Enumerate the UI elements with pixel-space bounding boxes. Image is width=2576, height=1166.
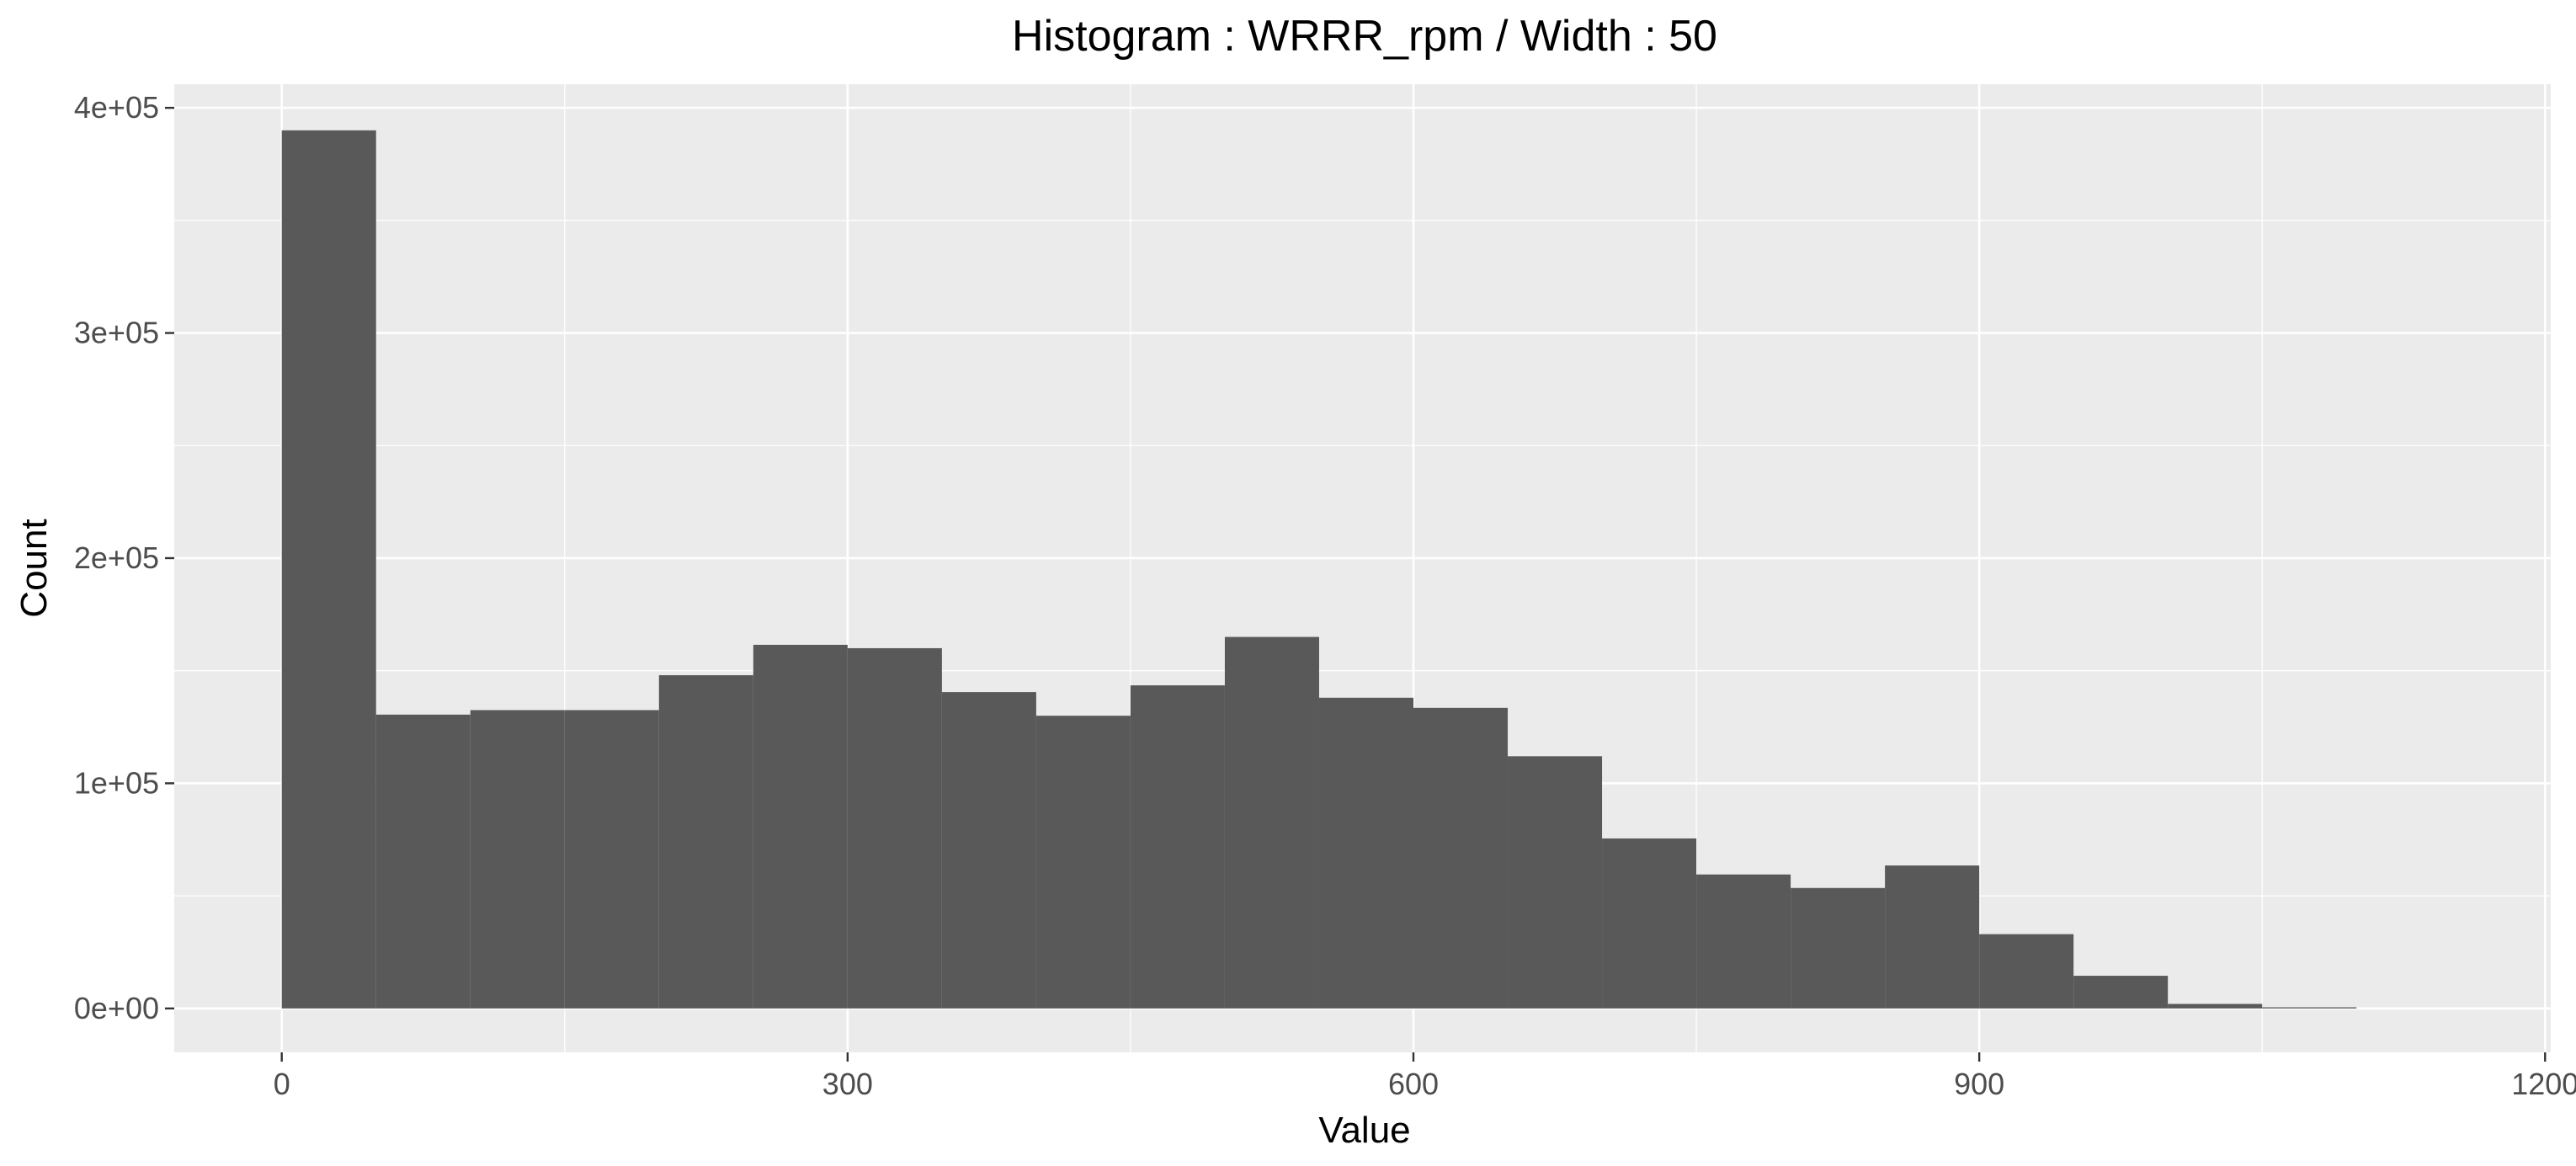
histogram-bar (1979, 934, 2074, 1009)
y-tick-label: 1e+05 (74, 765, 159, 800)
x-tick-label: 900 (1954, 1067, 2004, 1101)
x-tick-label: 600 (1388, 1067, 1439, 1101)
histogram-bar (1791, 887, 1886, 1009)
x-tick-label: 300 (822, 1067, 873, 1101)
x-tick-label: 1200 (2511, 1067, 2576, 1101)
histogram-bar (941, 692, 1036, 1009)
histogram-bar (1885, 865, 1980, 1009)
histogram-bar (2262, 1007, 2357, 1009)
histogram-bar (1318, 697, 1413, 1009)
histogram-bar (564, 710, 659, 1009)
histogram-bar (847, 647, 942, 1009)
histogram-bar (658, 675, 753, 1009)
histogram-bar (281, 130, 376, 1009)
x-axis-title: Value (1318, 1110, 1410, 1151)
y-tick-label: 2e+05 (74, 540, 159, 575)
histogram-bar (1413, 707, 1509, 1009)
x-tick-label: 0 (274, 1067, 290, 1101)
histogram-bar (1508, 756, 1603, 1009)
y-axis-title: Count (13, 519, 55, 617)
histogram-bar (2073, 976, 2169, 1009)
y-tick-label: 3e+05 (74, 316, 159, 350)
histogram-bar (375, 714, 471, 1009)
histogram-bar (1035, 716, 1131, 1009)
histogram-bar (470, 710, 565, 1009)
histogram-bar (1130, 685, 1225, 1009)
histogram-bar (1602, 838, 1697, 1009)
histogram-bar (1224, 636, 1319, 1009)
histogram-bar (2168, 1004, 2263, 1009)
y-tick-label: 0e+00 (74, 991, 159, 1025)
y-tick-label: 4e+05 (74, 90, 159, 125)
chart-title: Histogram : WRRR_rpm / Width : 50 (1012, 12, 1717, 61)
axis-layer: 0 300 600 900 1200 0e+00 1e+05 2e+05 3e+05 4e+05 (74, 90, 2576, 1101)
histogram-bar (753, 644, 848, 1009)
bars-layer (281, 130, 2357, 1009)
histogram-bar (1696, 874, 1791, 1009)
